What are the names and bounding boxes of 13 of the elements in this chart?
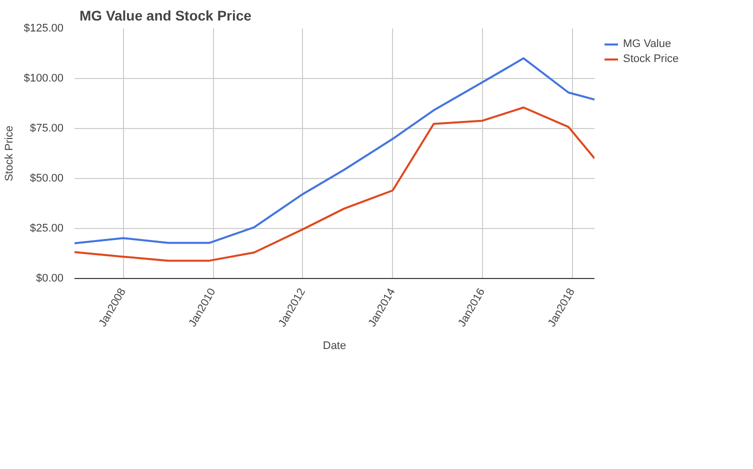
line-series bbox=[74, 106, 594, 262]
line-series bbox=[74, 57, 594, 244]
y-axis-title: Stock Price bbox=[4, 126, 16, 182]
y-tick-label: $75.00 bbox=[30, 122, 64, 134]
y-tick-label: $0.00 bbox=[36, 272, 64, 284]
y-tick-label: $125.00 bbox=[24, 22, 64, 34]
legend-label: Stock Price bbox=[623, 53, 679, 65]
y-tick-label: $100.00 bbox=[24, 72, 64, 84]
y-tick-label: $50.00 bbox=[30, 172, 64, 184]
y-tick-label: $25.00 bbox=[30, 222, 64, 234]
chart-title: MG Value and Stock Price bbox=[80, 8, 252, 24]
legend-label: MG Value bbox=[623, 38, 672, 50]
x-axis-title: Date bbox=[322, 340, 346, 352]
